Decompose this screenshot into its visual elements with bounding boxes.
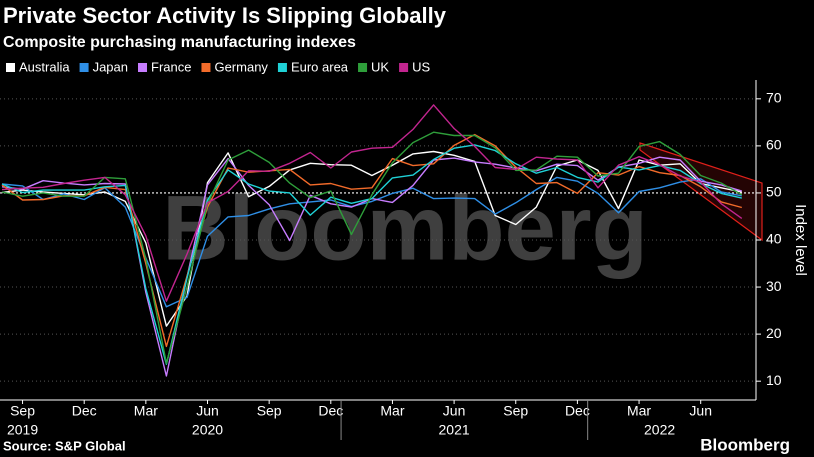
y-tick-label: 60 (766, 137, 782, 153)
x-tick-label: Sep (257, 403, 282, 419)
y-tick-label: 30 (766, 278, 782, 294)
legend-label: UK (371, 59, 389, 74)
legend-swatch (358, 63, 368, 72)
year-label: 2020 (192, 422, 223, 438)
series-line (1, 144, 742, 365)
x-tick-label: Jun (443, 403, 466, 419)
legend-swatch (201, 63, 211, 72)
x-tick-label: Jun (689, 403, 712, 419)
trend-fan (639, 142, 763, 242)
legend-label: France (151, 59, 191, 74)
legend-swatch (79, 63, 89, 72)
x-tick-label: Dec (565, 403, 590, 419)
legend-swatch (6, 63, 15, 72)
brand: Bloomberg (700, 435, 790, 454)
watermark: Bloomberg (162, 177, 648, 279)
legend-swatch (277, 63, 287, 72)
year-label: 2019 (7, 422, 38, 438)
legend-label: Euro area (291, 59, 349, 74)
year-label: 2021 (439, 422, 470, 438)
x-tick-label: Dec (72, 403, 97, 419)
y-tick-label: 70 (766, 90, 782, 106)
chart-subtitle: Composite purchasing manufacturing index… (3, 34, 356, 51)
legend-swatch (138, 63, 147, 72)
legend: Australia Japan France Germany Euro area UK US (6, 59, 430, 74)
year-label: 2022 (644, 422, 675, 438)
x-tick-label: Mar (380, 403, 404, 419)
legend-label: US (412, 59, 430, 74)
y-tick-label: 10 (766, 372, 782, 388)
x-tick-label: Mar (134, 403, 158, 419)
legend-label: Germany (214, 59, 268, 74)
x-tick-label: Jun (196, 403, 219, 419)
chart-title: Private Sector Activity Is Slipping Glob… (3, 3, 447, 28)
series-line (1, 131, 743, 364)
x-tick-label: Mar (627, 403, 651, 419)
x-tick-label: Sep (10, 403, 35, 419)
x-tick-label: Dec (318, 403, 343, 419)
y-tick-label: 50 (766, 184, 782, 200)
legend-label: Australia (19, 59, 70, 74)
y-axis-label: Index level (792, 204, 809, 276)
series-line (1, 104, 743, 302)
source: Source: S&P Global (3, 438, 126, 453)
series-line (1, 133, 742, 348)
trend-area (639, 142, 763, 242)
series-line (1, 150, 742, 327)
y-tick-label: 20 (766, 325, 782, 341)
legend-swatch (399, 63, 409, 72)
legend-label: Japan (93, 59, 128, 74)
series-line (1, 176, 742, 308)
x-tick-label: Sep (503, 403, 528, 419)
y-tick-label: 40 (766, 231, 782, 247)
